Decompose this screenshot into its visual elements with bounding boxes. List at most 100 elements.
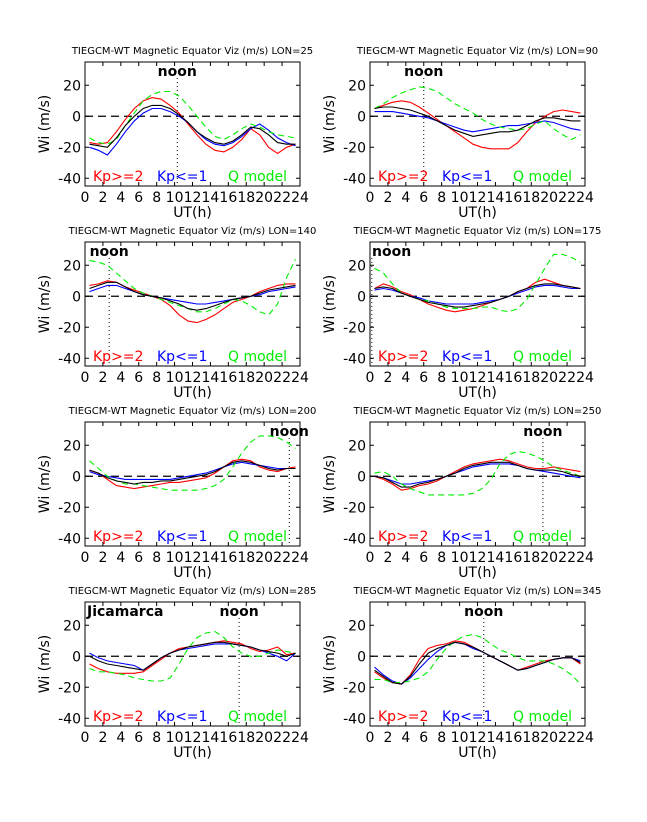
y-axis-label: Wi (m/s) bbox=[322, 275, 338, 333]
x-tick-label: 14 bbox=[487, 730, 505, 746]
x-tick-label: 24 bbox=[576, 730, 594, 746]
y-tick-label: 20 bbox=[63, 618, 81, 634]
panel-lon-4: TIEGCM-WT Magnetic Equator Viz (m/s) LON… bbox=[37, 406, 316, 581]
y-tick-label: -40 bbox=[58, 171, 81, 187]
x-tick-label: 24 bbox=[576, 550, 594, 566]
plot-frame bbox=[369, 241, 586, 367]
x-tick-label: 14 bbox=[202, 730, 220, 746]
x-tick-label: 2 bbox=[383, 730, 392, 746]
y-tick-label: 0 bbox=[357, 469, 366, 485]
y-tick-label: -40 bbox=[343, 351, 366, 367]
y-tick-label: 0 bbox=[357, 289, 366, 305]
x-tick-label: 6 bbox=[134, 190, 143, 206]
x-tick-label: 16 bbox=[219, 190, 237, 206]
x-tick-label: 22 bbox=[273, 550, 291, 566]
noon-label: noon bbox=[219, 604, 258, 620]
y-axis-label: Wi (m/s) bbox=[322, 455, 338, 513]
plot-frame bbox=[84, 241, 301, 367]
y-axis-label: Wi (m/s) bbox=[322, 635, 338, 693]
x-tick-label: 8 bbox=[437, 730, 446, 746]
series-line-kp2 bbox=[374, 458, 581, 491]
x-tick-label: 24 bbox=[291, 730, 309, 746]
x-tick-label: 12 bbox=[184, 190, 202, 206]
chart-title: TIEGCM-WT Magnetic Equator Viz (m/s) LON… bbox=[353, 226, 602, 237]
y-tick-label: 20 bbox=[63, 78, 81, 94]
plot-frame bbox=[84, 601, 301, 727]
x-tick-label: 2 bbox=[98, 730, 107, 746]
legend-kp-high: Kp>=2 bbox=[378, 349, 428, 365]
chart-title: TIEGCM-WT Magnetic Equator Viz (m/s) LON… bbox=[353, 406, 602, 417]
x-axis-label: UT(h) bbox=[458, 385, 497, 401]
x-axis-label: UT(h) bbox=[458, 565, 497, 581]
series-line-qmodel bbox=[374, 450, 581, 496]
legend-kp-high: Kp>=2 bbox=[378, 169, 428, 185]
x-tick-label: 10 bbox=[166, 370, 184, 386]
x-tick-label: 20 bbox=[255, 730, 273, 746]
x-tick-label: 22 bbox=[558, 550, 576, 566]
y-axis-label: Wi (m/s) bbox=[37, 275, 53, 333]
x-tick-label: 14 bbox=[202, 550, 220, 566]
x-tick-label: 12 bbox=[469, 730, 487, 746]
series-line-qmodel bbox=[89, 258, 296, 316]
site-label: Jicamarca bbox=[86, 604, 163, 620]
legend-kp-high: Kp>=2 bbox=[93, 529, 143, 545]
x-tick-label: 18 bbox=[522, 370, 540, 386]
x-tick-label: 16 bbox=[504, 550, 522, 566]
x-tick-label: 4 bbox=[116, 190, 125, 206]
plot-frame bbox=[369, 601, 586, 727]
legend-kp-low: Kp<=1 bbox=[442, 709, 492, 725]
series-line-mean bbox=[374, 641, 581, 685]
x-tick-label: 22 bbox=[273, 370, 291, 386]
noon-label: noon bbox=[372, 244, 411, 260]
x-tick-label: 8 bbox=[152, 550, 161, 566]
panel-lon-3: TIEGCM-WT Magnetic Equator Viz (m/s) LON… bbox=[322, 226, 601, 401]
y-axis-label: Wi (m/s) bbox=[37, 455, 53, 513]
y-tick-label: 20 bbox=[348, 438, 366, 454]
chart-title: TIEGCM-WT Magnetic Equator Viz (m/s) LON… bbox=[68, 586, 317, 597]
chart-title: TIEGCM-WT Magnetic Equator Viz (m/s) LON… bbox=[356, 46, 598, 57]
series-line-kp2 bbox=[374, 278, 581, 313]
panel-lon-0: TIEGCM-WT Magnetic Equator Viz (m/s) LON… bbox=[37, 46, 313, 221]
x-tick-label: 4 bbox=[401, 550, 410, 566]
legend-model: Q model bbox=[513, 529, 572, 545]
legend-kp-low: Kp<=1 bbox=[442, 349, 492, 365]
x-tick-label: 4 bbox=[116, 370, 125, 386]
x-tick-label: 8 bbox=[152, 730, 161, 746]
y-tick-label: -40 bbox=[58, 531, 81, 547]
y-tick-label: 0 bbox=[72, 649, 81, 665]
x-tick-label: 12 bbox=[184, 550, 202, 566]
y-tick-label: -20 bbox=[58, 320, 81, 336]
y-tick-label: -20 bbox=[343, 320, 366, 336]
x-tick-label: 0 bbox=[81, 730, 90, 746]
x-tick-label: 18 bbox=[522, 730, 540, 746]
x-tick-label: 6 bbox=[419, 370, 428, 386]
y-tick-label: -40 bbox=[58, 351, 81, 367]
noon-label: noon bbox=[270, 424, 309, 440]
x-axis-label: UT(h) bbox=[458, 205, 497, 221]
x-tick-label: 0 bbox=[81, 370, 90, 386]
x-tick-label: 2 bbox=[98, 370, 107, 386]
x-tick-label: 20 bbox=[255, 370, 273, 386]
legend-model: Q model bbox=[513, 349, 572, 365]
y-tick-label: 0 bbox=[357, 649, 366, 665]
noon-label: noon bbox=[90, 244, 129, 260]
x-tick-label: 12 bbox=[184, 370, 202, 386]
x-tick-label: 20 bbox=[255, 550, 273, 566]
x-tick-label: 22 bbox=[558, 190, 576, 206]
y-tick-label: 0 bbox=[357, 109, 366, 125]
x-tick-label: 10 bbox=[451, 370, 469, 386]
x-tick-label: 6 bbox=[419, 730, 428, 746]
series-line-mean bbox=[374, 283, 581, 308]
x-tick-label: 6 bbox=[134, 730, 143, 746]
series-line-qmodel bbox=[374, 633, 581, 685]
x-tick-label: 24 bbox=[291, 550, 309, 566]
x-axis-label: UT(h) bbox=[173, 385, 212, 401]
legend-kp-low: Kp<=1 bbox=[442, 529, 492, 545]
x-tick-label: 10 bbox=[451, 550, 469, 566]
x-tick-label: 10 bbox=[451, 730, 469, 746]
y-tick-label: 0 bbox=[72, 109, 81, 125]
y-tick-label: -40 bbox=[343, 711, 366, 727]
panel-lon-7: TIEGCM-WT Magnetic Equator Viz (m/s) LON… bbox=[322, 586, 601, 761]
panel-lon-1: TIEGCM-WT Magnetic Equator Viz (m/s) LON… bbox=[322, 46, 598, 221]
series-line-kp2 bbox=[374, 100, 581, 150]
